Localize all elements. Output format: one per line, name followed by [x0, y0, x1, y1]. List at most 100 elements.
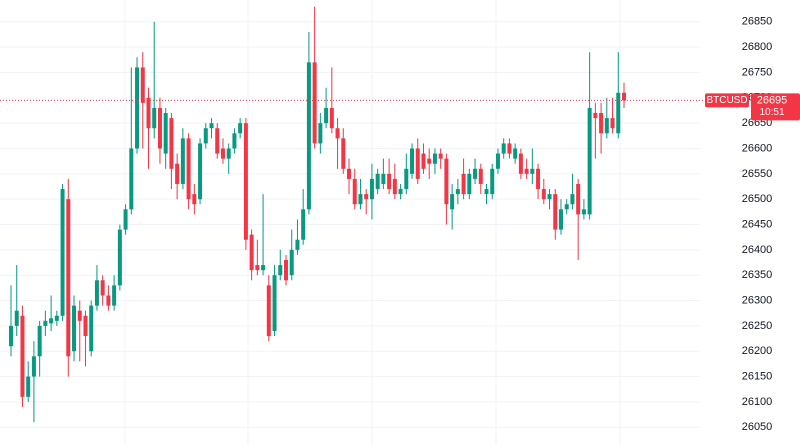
candle-body	[341, 138, 346, 169]
candle-body	[495, 153, 500, 169]
candle-body	[524, 168, 529, 174]
candle-body	[152, 107, 157, 129]
candle-body	[266, 285, 271, 337]
candle-body	[398, 189, 403, 195]
price-badge	[751, 93, 800, 121]
candle-body	[427, 158, 432, 164]
candle-body	[215, 128, 220, 154]
y-tick-label: 26300	[742, 294, 773, 306]
candle-body	[473, 168, 478, 179]
candle-body	[232, 133, 237, 149]
candle-body	[272, 275, 277, 331]
candle-body	[20, 315, 25, 397]
candle-body	[146, 97, 151, 129]
candle-body	[106, 295, 111, 306]
candle-body	[163, 113, 168, 154]
candle-body	[415, 148, 420, 179]
candle-body	[513, 148, 518, 159]
candle-body	[198, 143, 203, 200]
y-tick-label: 26750	[742, 66, 773, 78]
last-price-label: 26695	[757, 94, 788, 106]
candle-body	[14, 310, 19, 326]
candle-body	[169, 118, 174, 169]
symbol-badge	[705, 93, 749, 108]
candle-body	[604, 118, 609, 134]
candle-body	[547, 194, 552, 200]
candle-body	[186, 138, 191, 200]
y-tick-label: 26800	[742, 41, 773, 53]
candle-body	[410, 148, 415, 174]
candle-body	[209, 123, 214, 129]
candle-body	[180, 138, 185, 184]
candle-body	[324, 107, 329, 124]
candle-body	[72, 305, 77, 352]
candle-body	[60, 189, 65, 316]
candle-body	[255, 265, 260, 271]
candle-body	[289, 249, 294, 276]
candle-body	[553, 194, 558, 230]
candle-body	[306, 62, 311, 210]
candle-body	[347, 168, 352, 179]
candle-body	[283, 260, 288, 281]
candle-body	[312, 62, 317, 144]
candle-body	[576, 183, 581, 215]
candle-body	[593, 113, 598, 119]
candle-body	[536, 168, 541, 190]
candle-body	[467, 173, 472, 195]
y-tick-label: 26350	[742, 269, 773, 281]
candle-body	[77, 310, 82, 321]
candle-body	[335, 128, 340, 139]
candle-body	[364, 194, 369, 200]
countdown-label: 10:51	[759, 107, 784, 118]
candle-body	[238, 123, 243, 134]
candle-body	[66, 199, 71, 357]
candle-body	[404, 168, 409, 190]
candle-body	[43, 320, 48, 326]
candle-body	[100, 280, 105, 296]
candle-body	[507, 143, 512, 154]
candle-body	[26, 376, 31, 397]
candle-body	[117, 229, 122, 286]
symbol-label: BTCUSD	[706, 95, 747, 106]
candle-body	[192, 194, 197, 205]
candle-body	[610, 118, 615, 129]
candle-body	[352, 178, 357, 205]
candle-body	[123, 209, 128, 230]
candle-body	[478, 168, 483, 184]
candle-body	[157, 107, 162, 149]
candle-body	[581, 209, 586, 215]
candle-body	[175, 163, 180, 184]
candle-body	[432, 153, 437, 164]
candle-body	[564, 204, 569, 210]
y-tick-label: 26650	[742, 117, 773, 129]
candle-body	[243, 123, 248, 240]
candle-body	[518, 153, 523, 174]
candle-body	[444, 158, 449, 205]
y-tick-label: 26450	[742, 218, 773, 230]
candle-body	[599, 113, 604, 134]
candle-body	[375, 173, 380, 190]
candle-body	[203, 128, 208, 144]
candle-body	[421, 153, 426, 169]
candle-body	[89, 305, 94, 352]
candle-body	[301, 209, 306, 240]
candle-body	[358, 194, 363, 205]
candle-body	[295, 239, 300, 250]
candle-body	[37, 325, 42, 357]
candle-body	[490, 168, 495, 195]
time-grid	[124, 0, 621, 445]
y-tick-label: 26550	[742, 168, 773, 180]
y-tick-label: 26500	[742, 193, 773, 205]
candle-body	[369, 178, 374, 200]
candle-body	[570, 194, 575, 205]
candle-body	[616, 92, 621, 134]
candle-body	[49, 318, 54, 324]
y-tick-label: 26600	[742, 142, 773, 154]
candle-body	[455, 189, 460, 195]
candle-body	[94, 280, 99, 306]
candle-body	[140, 67, 145, 103]
candle-body	[135, 67, 140, 149]
candle-body	[83, 315, 88, 337]
candle-body	[587, 107, 592, 215]
